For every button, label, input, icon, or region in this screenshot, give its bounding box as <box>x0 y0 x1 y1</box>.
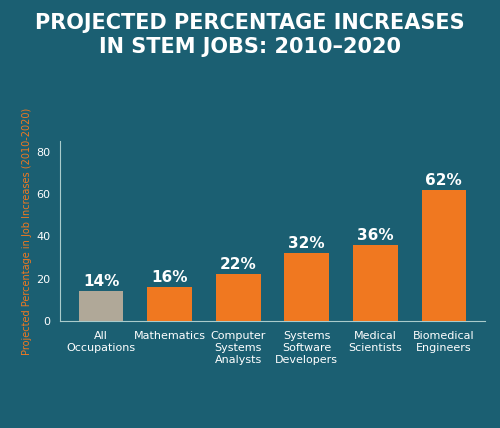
Bar <box>216 274 260 321</box>
Bar <box>422 190 466 321</box>
Bar <box>79 291 124 321</box>
Bar <box>353 245 398 321</box>
Text: 62%: 62% <box>426 173 462 188</box>
Text: 36%: 36% <box>357 228 394 243</box>
Text: 14%: 14% <box>83 274 120 289</box>
Text: PROJECTED PERCENTAGE INCREASES
IN STEM JOBS: 2010–2020: PROJECTED PERCENTAGE INCREASES IN STEM J… <box>35 13 465 57</box>
Text: 32%: 32% <box>288 236 325 251</box>
Bar <box>284 253 329 321</box>
Text: 22%: 22% <box>220 257 256 272</box>
Bar <box>148 287 192 321</box>
Y-axis label: Projected Percentage in Job Increases (2010-2020): Projected Percentage in Job Increases (2… <box>22 107 32 355</box>
Text: 16%: 16% <box>152 270 188 285</box>
